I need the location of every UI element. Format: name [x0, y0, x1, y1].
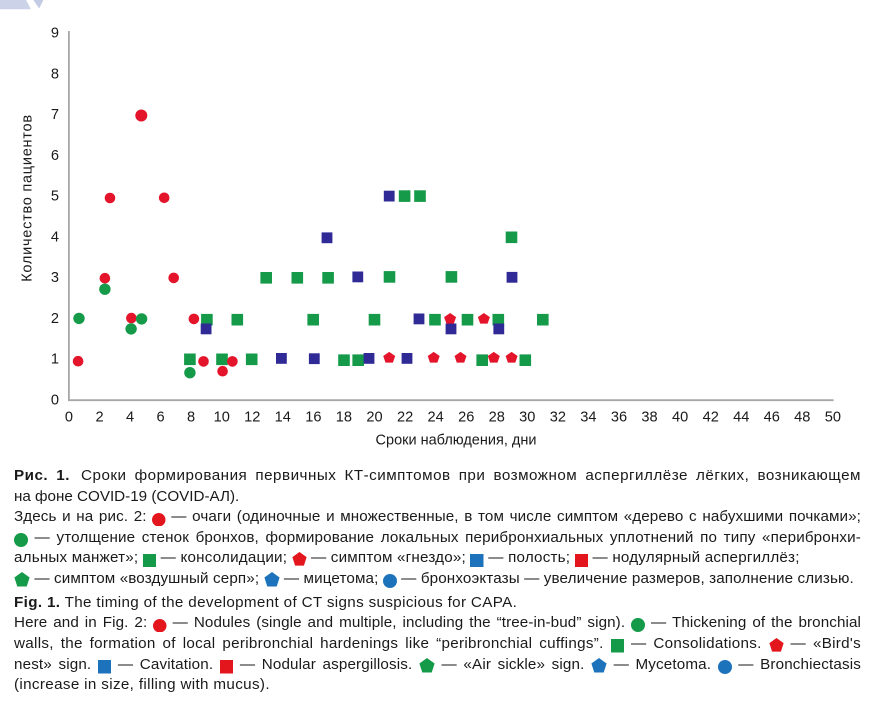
svg-text:Количество пациентов: Количество пациентов: [20, 114, 36, 282]
svg-text:3: 3: [51, 270, 59, 286]
svg-text:28: 28: [489, 410, 505, 426]
svg-text:48: 48: [794, 410, 810, 426]
svg-text:7: 7: [51, 107, 59, 123]
svg-text:12: 12: [244, 410, 260, 426]
svg-text:38: 38: [641, 410, 657, 426]
svg-text:32: 32: [550, 410, 566, 426]
svg-text:2: 2: [51, 311, 59, 327]
svg-text:10: 10: [214, 410, 230, 426]
svg-text:42: 42: [703, 410, 719, 426]
svg-text:20: 20: [366, 410, 382, 426]
svg-text:36: 36: [611, 410, 627, 426]
svg-text:5: 5: [51, 189, 59, 205]
svg-text:0: 0: [51, 392, 59, 408]
svg-text:24: 24: [427, 410, 443, 426]
svg-text:2: 2: [95, 410, 103, 426]
svg-text:14: 14: [275, 410, 291, 426]
svg-text:44: 44: [733, 410, 749, 426]
svg-text:26: 26: [458, 410, 474, 426]
svg-text:46: 46: [764, 410, 780, 426]
svg-text:22: 22: [397, 410, 413, 426]
svg-text:18: 18: [336, 410, 352, 426]
svg-text:50: 50: [825, 410, 841, 426]
svg-text:4: 4: [126, 410, 134, 426]
svg-text:Сроки наблюдения, дни: Сроки наблюдения, дни: [376, 433, 537, 449]
svg-text:1: 1: [51, 352, 59, 368]
svg-text:34: 34: [580, 410, 596, 426]
svg-text:6: 6: [157, 410, 165, 426]
svg-text:30: 30: [519, 410, 535, 426]
svg-text:6: 6: [51, 148, 59, 164]
svg-text:8: 8: [187, 410, 195, 426]
svg-text:16: 16: [305, 410, 321, 426]
svg-text:4: 4: [51, 229, 59, 245]
svg-text:40: 40: [672, 410, 688, 426]
svg-text:8: 8: [51, 66, 59, 82]
svg-text:9: 9: [51, 26, 59, 42]
svg-text:0: 0: [65, 410, 73, 426]
